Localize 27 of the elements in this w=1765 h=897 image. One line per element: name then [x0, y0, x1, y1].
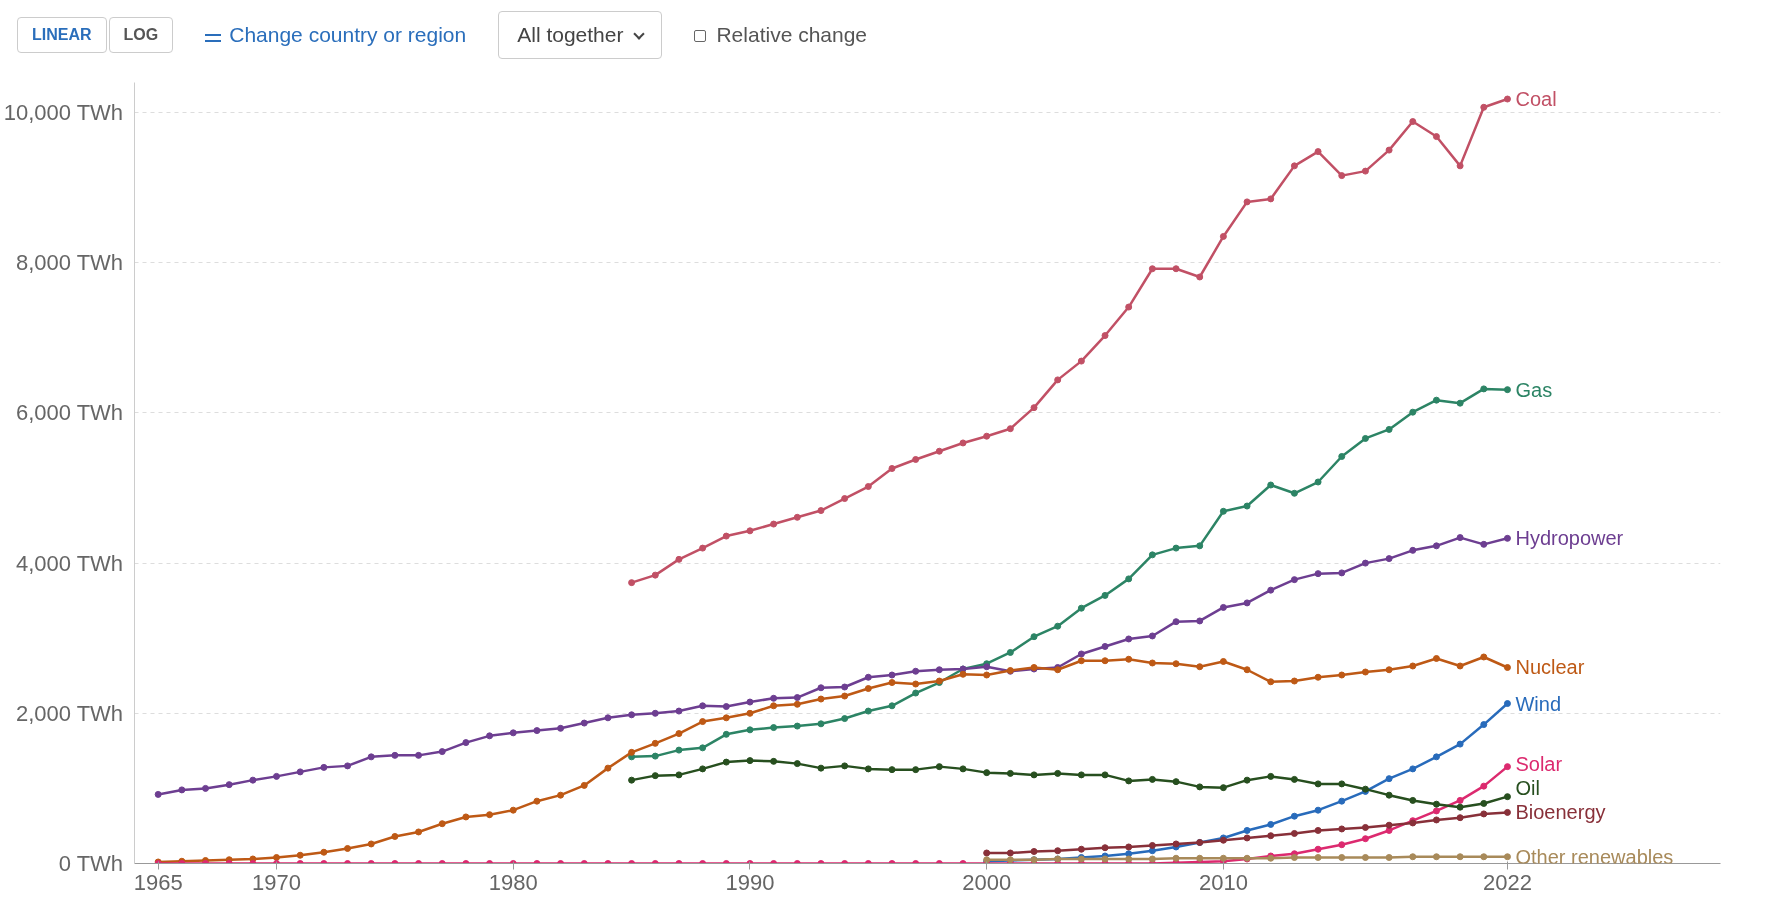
x-tick-label: 1990: [725, 869, 775, 895]
series-label: Solar: [1515, 752, 1563, 775]
x-tick-label: 2000: [962, 869, 1012, 895]
text: LINEAR: [17, 16, 107, 54]
x-tick-label: 2010: [1198, 869, 1248, 895]
x-tick-label: 1980: [488, 869, 538, 895]
x-tick-label: 1970: [252, 869, 302, 895]
series-label: Nuclear: [1515, 656, 1585, 679]
text: Change country or region: [228, 22, 467, 48]
y-tick-label: 2,000 TWh: [15, 700, 124, 726]
series-label: Bioenergy: [1515, 801, 1606, 824]
series-label: Hydropower: [1515, 527, 1624, 550]
series-label: Wind: [1515, 692, 1562, 715]
series-label: Gas: [1515, 378, 1553, 401]
series-label: Oil: [1515, 777, 1540, 800]
y-tick-label: 6,000 TWh: [15, 400, 124, 426]
series-label: Other renewables: [1515, 845, 1674, 868]
text: Relative change: [715, 22, 868, 48]
text: LOG: [108, 16, 174, 54]
y-tick-label: 4,000 TWh: [15, 550, 124, 576]
x-tick-label: 1965: [133, 869, 183, 895]
y-tick-label: 10,000 TWh: [3, 100, 124, 126]
y-tick-label: 8,000 TWh: [15, 250, 124, 276]
series-label: Coal: [1515, 88, 1557, 111]
y-tick-label: 0 TWh: [58, 851, 124, 876]
x-tick-label: 2022: [1482, 869, 1532, 895]
text: All together: [498, 11, 663, 59]
